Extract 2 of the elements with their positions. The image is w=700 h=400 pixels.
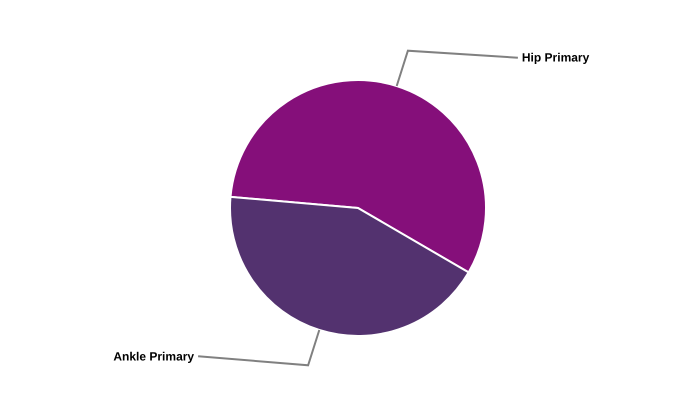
slice-label: Ankle Primary [113, 349, 194, 364]
slice-label: Hip Primary [522, 50, 590, 65]
